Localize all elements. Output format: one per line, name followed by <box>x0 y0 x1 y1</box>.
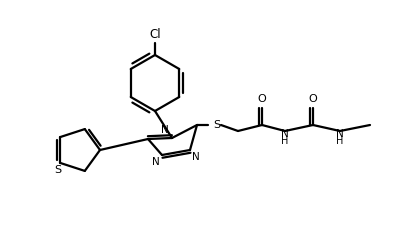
Text: O: O <box>309 94 317 104</box>
Text: N: N <box>192 152 200 162</box>
Text: N: N <box>161 125 169 135</box>
Text: Cl: Cl <box>149 28 161 41</box>
Text: N: N <box>336 129 344 139</box>
Text: S: S <box>55 165 62 175</box>
Text: H: H <box>336 136 344 146</box>
Text: N: N <box>281 129 289 139</box>
Text: O: O <box>258 94 266 104</box>
Text: S: S <box>213 120 220 130</box>
Text: N: N <box>152 157 160 167</box>
Text: H: H <box>281 136 289 146</box>
